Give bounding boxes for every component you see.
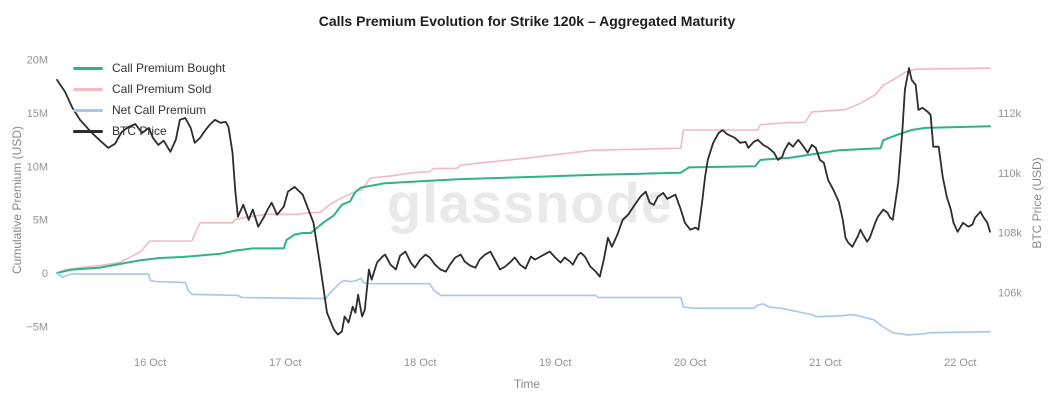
x-tick-label: 17 Oct — [269, 357, 301, 369]
left-tick-label: 20M — [27, 55, 48, 67]
legend-item-label: Call Premium Bought — [112, 61, 226, 75]
right-tick-label: 106k — [998, 288, 1022, 300]
right-tick-label: 110k — [998, 168, 1022, 180]
x-tick-label: 21 Oct — [809, 357, 841, 369]
chart-title: Calls Premium Evolution for Strike 120k … — [318, 13, 736, 29]
x-tick-label: 22 Oct — [944, 357, 976, 369]
legend-item-call-premium-bought[interactable]: Call Premium Bought — [73, 61, 225, 75]
legend: Call Premium Bought Call Premium Sold Ne… — [73, 61, 225, 138]
legend-line-swatch-green — [73, 66, 103, 70]
glassnode-watermark: glassnode — [387, 171, 673, 235]
right-tick-label: 108k — [998, 228, 1022, 240]
x-tick-label: 19 Oct — [539, 357, 571, 369]
left-tick-label: 10M — [27, 161, 48, 173]
legend-line-swatch-blue — [73, 108, 103, 112]
left-tick-label: −5M — [26, 321, 48, 333]
x-tick-label: 16 Oct — [134, 357, 166, 369]
legend-line-swatch-pink — [73, 87, 103, 91]
legend-item-call-premium-sold[interactable]: Call Premium Sold — [73, 82, 225, 96]
legend-item-label: Net Call Premium — [112, 103, 207, 117]
legend-item-label: Call Premium Sold — [112, 82, 212, 96]
left-tick-label: 0 — [42, 268, 48, 280]
series-line-call-premium-bought — [56, 125, 991, 274]
left-axis-title: Cumulative Premium (USD) — [10, 125, 24, 275]
legend-item-net-call-premium[interactable]: Net Call Premium — [73, 103, 225, 117]
series-line-btc-price — [56, 67, 991, 336]
legend-item-label: BTC Price — [112, 124, 167, 138]
series-line-call-premium-sold — [56, 67, 991, 274]
x-tick-label: 20 Oct — [674, 357, 706, 369]
right-axis-title: BTC Price (USD) — [1030, 157, 1044, 249]
left-tick-label: 15M — [27, 108, 48, 120]
left-tick-label: 5M — [33, 215, 48, 227]
x-tick-label: 18 Oct — [404, 357, 436, 369]
right-tick-label: 112k — [998, 108, 1022, 120]
x-axis-title: Time — [513, 377, 541, 391]
legend-line-swatch-black — [73, 129, 103, 133]
series-line-net-call-premium — [56, 272, 991, 336]
legend-item-btc-price[interactable]: BTC Price — [73, 124, 225, 138]
